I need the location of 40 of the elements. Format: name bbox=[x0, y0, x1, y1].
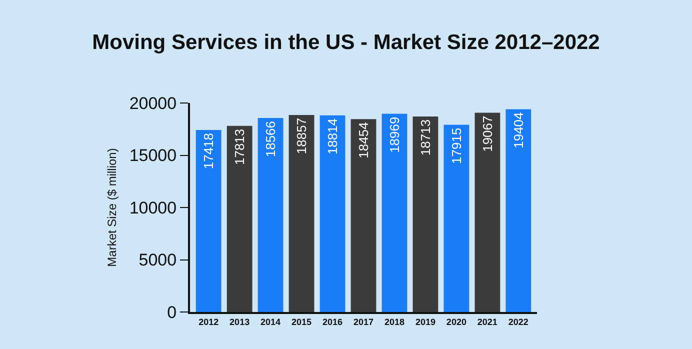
data-label: 17915 bbox=[448, 128, 464, 164]
data-label: 18713 bbox=[418, 119, 433, 156]
y-tick-label: 15000 bbox=[129, 146, 177, 166]
y-tick-label: 5000 bbox=[138, 250, 177, 270]
bar bbox=[258, 118, 284, 312]
chart-title: Moving Services in the US - Market Size 2012–2022 bbox=[92, 31, 600, 54]
bar bbox=[226, 126, 252, 312]
bar bbox=[350, 119, 376, 312]
data-label: 19067 bbox=[480, 116, 495, 152]
data-label: 19404 bbox=[510, 112, 526, 148]
x-tick-label: 2019 bbox=[415, 316, 436, 327]
bar bbox=[320, 115, 346, 312]
x-tick-label: 2018 bbox=[384, 316, 404, 327]
x-tick-label: 2013 bbox=[230, 316, 250, 327]
x-tick-label: 2012 bbox=[198, 316, 219, 327]
bar bbox=[382, 114, 408, 312]
x-tick-label: 2016 bbox=[322, 316, 343, 327]
data-label: 18969 bbox=[386, 116, 402, 153]
data-label: 18566 bbox=[263, 120, 278, 158]
x-tick-label: 2014 bbox=[260, 316, 281, 327]
data-label: 18454 bbox=[356, 122, 371, 158]
data-label: 17418 bbox=[201, 132, 216, 170]
y-axis-title: Market Size ($ million) bbox=[105, 148, 120, 267]
y-tick-label: 0 bbox=[167, 302, 177, 322]
x-tick-label: 2020 bbox=[446, 316, 466, 327]
bar bbox=[474, 112, 500, 312]
bar bbox=[444, 124, 470, 312]
y-tick-label: 10000 bbox=[129, 198, 177, 218]
x-tick-label: 2022 bbox=[508, 316, 528, 327]
bar bbox=[196, 130, 222, 312]
bar bbox=[506, 109, 532, 312]
y-tick-label: 20000 bbox=[129, 94, 177, 113]
x-tick-label: 2021 bbox=[477, 316, 498, 327]
bar bbox=[412, 116, 438, 312]
data-label: 18814 bbox=[325, 118, 340, 155]
data-label: 17813 bbox=[232, 128, 248, 166]
x-tick-label: 2017 bbox=[353, 316, 374, 327]
data-label: 18857 bbox=[294, 118, 310, 154]
bar bbox=[288, 114, 314, 312]
x-tick-label: 2015 bbox=[292, 316, 312, 327]
